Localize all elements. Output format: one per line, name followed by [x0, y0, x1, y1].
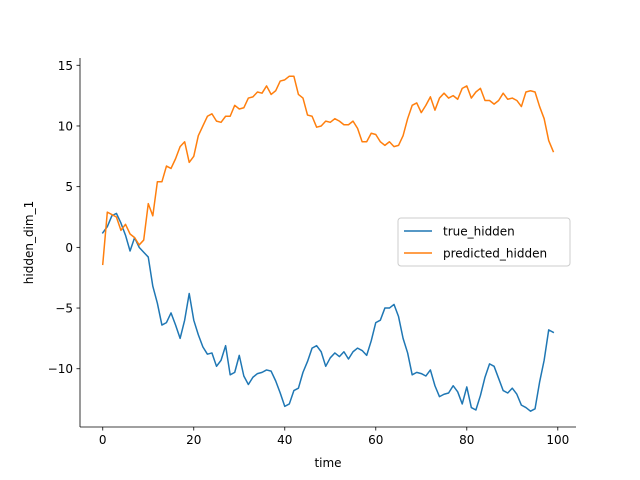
series-line-predicted-hidden	[101, 75, 555, 266]
x-tick-label: 40	[277, 433, 292, 447]
legend-label-true-hidden: true_hidden	[443, 225, 515, 239]
legend: true_hidden predicted_hidden	[397, 217, 571, 267]
x-axis-ticks: 0 20 40 60 80 100	[99, 427, 569, 447]
y-tick-label: 15	[58, 59, 73, 73]
legend-label-predicted-hidden: predicted_hidden	[443, 247, 547, 261]
series-layer	[101, 75, 555, 412]
x-tick-label: 20	[186, 433, 201, 447]
x-tick-label: 60	[368, 433, 383, 447]
x-tick-label: 80	[459, 433, 474, 447]
y-tick-label: 5	[65, 180, 73, 194]
y-tick-label: 10	[58, 119, 73, 133]
x-tick-label: 0	[99, 433, 107, 447]
plot-area: 0 20 40 60 80 100 −10 −5 0 5 10 15	[48, 58, 576, 447]
legend-frame	[397, 217, 571, 267]
y-tick-label: −10	[48, 362, 73, 376]
x-tick-label: 100	[546, 433, 569, 447]
y-axis-ticks: −10 −5 0 5 10 15	[48, 59, 80, 376]
y-tick-label: 0	[65, 241, 73, 255]
y-axis-label: hidden_dim_1	[22, 201, 36, 284]
x-axis-label: time	[314, 456, 341, 470]
y-tick-label: −5	[55, 302, 73, 316]
series-line-true-hidden	[101, 212, 555, 412]
